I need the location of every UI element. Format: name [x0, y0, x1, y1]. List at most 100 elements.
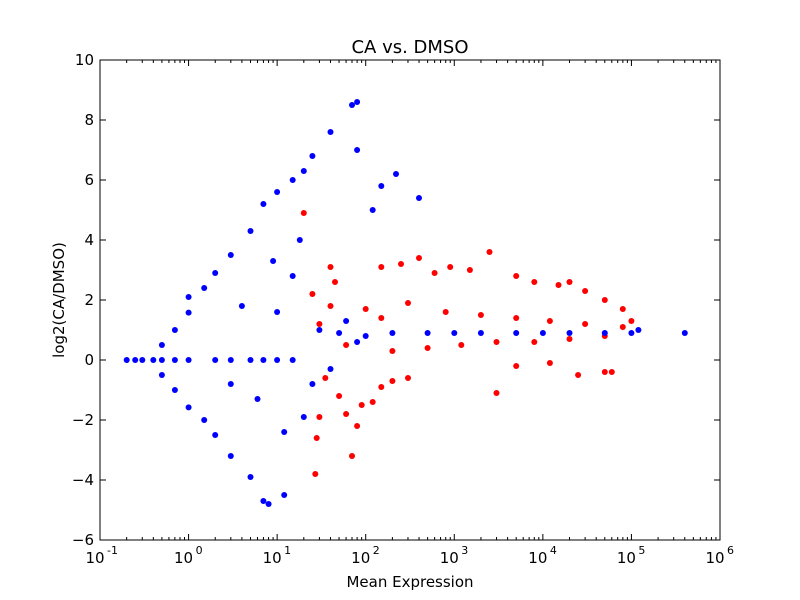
data-point: [416, 255, 422, 261]
data-point: [274, 357, 281, 363]
data-point: [575, 372, 582, 378]
data-point: [201, 417, 208, 423]
data-point: [431, 270, 438, 276]
data-point: [238, 303, 245, 309]
data-point: [332, 279, 338, 285]
y-tick-label: 10: [75, 51, 94, 69]
data-point: [442, 309, 449, 315]
x-tick-exponent: 5: [638, 544, 645, 557]
data-point: [486, 249, 493, 255]
y-tick-label: −4: [72, 471, 94, 489]
data-point: [546, 318, 553, 324]
data-point: [513, 363, 520, 369]
data-point: [601, 330, 608, 336]
data-point: [300, 168, 307, 174]
data-point: [628, 318, 635, 324]
x-tick-exponent: 3: [461, 544, 468, 557]
y-tick-label: 6: [84, 171, 94, 189]
y-tick-label: −6: [72, 531, 94, 549]
data-point: [405, 300, 411, 306]
data-point: [260, 498, 267, 504]
data-point: [227, 381, 234, 387]
data-point: [531, 339, 538, 345]
data-point: [362, 333, 369, 339]
data-point: [316, 414, 323, 420]
data-point: [322, 375, 329, 381]
data-point: [171, 387, 178, 393]
data-point: [477, 312, 484, 318]
data-point: [354, 147, 361, 153]
data-point: [343, 342, 350, 348]
data-point: [313, 435, 320, 441]
data-point: [378, 183, 385, 189]
data-point: [123, 357, 130, 363]
data-point: [493, 390, 500, 396]
x-tick-label: 10: [705, 549, 724, 567]
data-point: [378, 264, 385, 270]
y-axis-label: log2(CA/DMSO): [50, 242, 68, 358]
data-point: [601, 297, 608, 303]
data-point: [289, 177, 296, 183]
data-point: [312, 471, 319, 477]
data-point: [619, 324, 626, 330]
data-point: [546, 360, 553, 366]
data-point: [349, 453, 355, 459]
data-point: [582, 288, 589, 294]
data-point: [447, 264, 454, 270]
data-point: [300, 210, 307, 216]
data-point: [270, 258, 277, 264]
data-point: [247, 357, 254, 363]
data-point: [336, 330, 343, 336]
data-point: [247, 474, 254, 480]
x-tick-exponent: -1: [107, 544, 118, 557]
data-point: [349, 102, 355, 108]
data-point: [619, 306, 626, 312]
data-point: [158, 372, 165, 378]
x-tick-exponent: 2: [373, 544, 380, 557]
data-point: [358, 402, 365, 408]
data-point: [493, 339, 500, 345]
y-tick-label: 4: [84, 231, 94, 249]
data-point: [389, 378, 396, 384]
data-point: [247, 228, 254, 234]
data-point: [309, 291, 316, 297]
data-point: [336, 393, 343, 399]
data-point: [150, 357, 157, 363]
data-point: [158, 357, 165, 363]
data-point: [369, 399, 376, 405]
x-tick-label: 10: [440, 549, 459, 567]
data-point: [608, 369, 615, 375]
data-point: [369, 207, 376, 213]
data-point: [327, 129, 334, 135]
data-point: [354, 99, 361, 105]
data-point: [343, 318, 350, 324]
data-point: [316, 327, 323, 333]
data-point: [513, 315, 520, 321]
x-tick-label: 10: [528, 549, 547, 567]
data-point: [354, 339, 361, 345]
data-point: [424, 345, 431, 351]
x-tick-label: 10: [174, 549, 193, 567]
y-tick-label: 8: [84, 111, 94, 129]
data-point: [185, 309, 192, 316]
data-point: [274, 189, 281, 195]
data-point: [260, 201, 267, 207]
data-point: [185, 357, 192, 363]
data-point: [300, 414, 307, 420]
chart-title: CA vs. DMSO: [351, 37, 468, 58]
data-point: [477, 330, 484, 336]
data-point: [296, 237, 303, 243]
data-point: [513, 330, 520, 336]
data-point: [281, 429, 288, 435]
data-point: [309, 153, 316, 159]
data-point: [274, 309, 281, 315]
data-point: [185, 294, 192, 300]
data-point: [327, 303, 334, 309]
y-tick-label: 2: [84, 291, 94, 309]
data-point: [393, 171, 399, 177]
data-point: [316, 321, 323, 327]
y-tick-label: 0: [84, 351, 94, 369]
data-point: [327, 264, 334, 270]
